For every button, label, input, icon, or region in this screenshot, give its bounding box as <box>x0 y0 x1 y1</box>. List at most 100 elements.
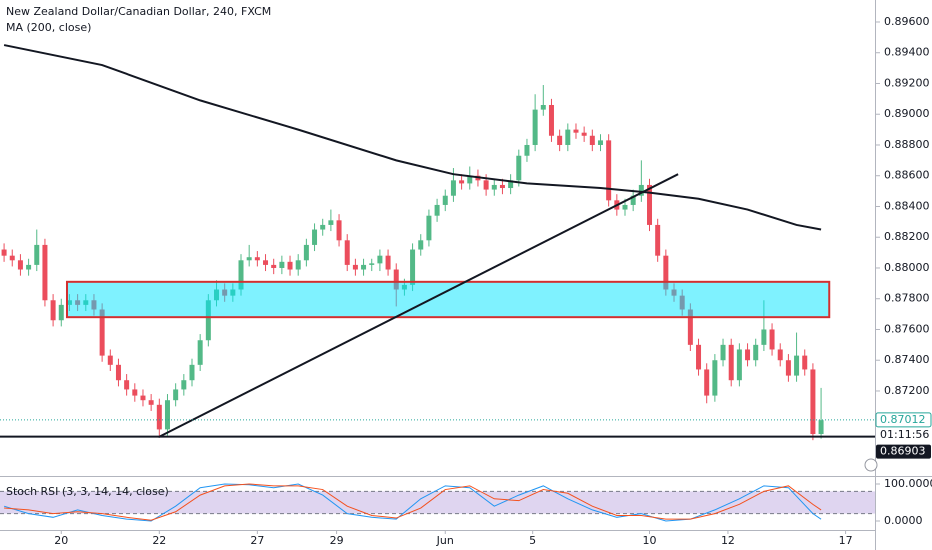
candle-body <box>320 224 326 230</box>
candle-body <box>557 135 563 145</box>
candle-body <box>164 400 170 430</box>
x-tick-label: 5 <box>529 534 536 547</box>
candle-body <box>361 264 367 270</box>
candle-body <box>238 260 244 290</box>
candle-body <box>197 340 203 365</box>
candle-body <box>312 229 318 245</box>
candle-body <box>483 180 489 190</box>
candle-body <box>279 261 285 268</box>
candle-body <box>328 220 334 225</box>
y-tick-label: 0.88200 <box>884 230 930 243</box>
candle-body <box>132 389 138 396</box>
countdown-label: 01:11:56 <box>880 428 929 441</box>
y-tick-label: 0.87200 <box>884 384 930 397</box>
candle-body <box>769 329 775 350</box>
candle-body <box>736 349 742 381</box>
candle-body <box>638 184 644 196</box>
candle-body <box>745 349 751 361</box>
candle-body <box>720 344 726 361</box>
x-tick-label: 22 <box>152 534 166 547</box>
candle-body <box>393 269 399 290</box>
candle-body <box>712 360 718 396</box>
candle-body <box>156 404 162 430</box>
candle-body <box>352 264 358 270</box>
candle-body <box>761 329 767 345</box>
last-price-box <box>875 412 932 428</box>
candle-body <box>785 360 791 376</box>
x-tick-label: 17 <box>839 534 853 547</box>
candle-body <box>589 135 595 145</box>
candle-body <box>246 257 252 261</box>
ma-line <box>3 44 822 231</box>
y-tick-label: 0.88000 <box>884 261 930 274</box>
candle-body <box>173 389 179 401</box>
y-tick-label: 0.88600 <box>884 169 930 182</box>
trend-line <box>158 173 679 438</box>
candle-body <box>499 184 505 189</box>
candle-body <box>818 420 824 435</box>
candle-body <box>704 369 710 396</box>
candle-body <box>442 195 448 205</box>
globe-icon[interactable] <box>864 458 878 472</box>
candle-body <box>426 215 432 241</box>
candle-body <box>459 180 465 184</box>
candle-body <box>728 344 734 381</box>
candle-body <box>148 400 154 405</box>
y-tick-label: 0.87800 <box>884 292 930 305</box>
candle-body <box>622 204 628 210</box>
y-tick-label: 0.88400 <box>884 199 930 212</box>
candle-body <box>524 144 530 156</box>
candle-body <box>565 129 571 145</box>
candle-body <box>181 380 187 390</box>
y-tick-label: 0.0000 <box>884 514 923 527</box>
candle-body <box>369 263 375 265</box>
x-tick-label: Jun <box>436 534 454 547</box>
candle-body <box>205 300 211 341</box>
candle-body <box>34 244 40 265</box>
candle-body <box>17 260 23 270</box>
candle-body <box>263 260 269 265</box>
candle-body <box>663 255 669 290</box>
candle-body <box>58 304 64 321</box>
candle-body <box>581 132 587 136</box>
candle-body <box>254 257 260 261</box>
candle-body <box>548 105 554 136</box>
candle-body <box>287 261 293 270</box>
candle-body <box>573 129 579 133</box>
stoch-legend: Stoch RSI (3, 3, 14, 14, close) <box>6 485 169 498</box>
candle-body <box>508 180 514 189</box>
candle-body <box>696 344 702 370</box>
candle-body <box>467 175 473 184</box>
support-zone <box>65 280 831 319</box>
candle-body <box>630 195 636 205</box>
candle-body <box>115 364 121 381</box>
last-price-label: 0.87012 <box>880 413 926 426</box>
hline-label: 0.86903 <box>880 445 926 458</box>
candle-body <box>344 240 350 265</box>
candle-body <box>532 109 538 145</box>
x-tick-label: 10 <box>643 534 657 547</box>
candle-body <box>107 355 113 365</box>
candle-body <box>418 240 424 250</box>
chart-title: New Zealand Dollar/Canadian Dollar, 240,… <box>6 5 271 18</box>
stoch-line <box>4 483 822 521</box>
hline-box <box>876 444 931 459</box>
candle-body <box>50 300 56 321</box>
candle-body <box>491 184 497 190</box>
y-tick-label: 0.87400 <box>884 353 930 366</box>
y-tick-label: 0.88800 <box>884 138 930 151</box>
y-tick-label: 100.0000 <box>884 477 932 490</box>
candle-body <box>124 380 130 390</box>
candle-body <box>655 224 661 256</box>
candle-body <box>410 249 416 285</box>
candle-body <box>687 309 693 345</box>
candle-body <box>450 180 456 196</box>
candle-body <box>99 309 105 356</box>
candle-body <box>647 184 653 225</box>
candle-body <box>189 364 195 381</box>
y-tick-label: 0.89200 <box>884 76 930 89</box>
stoch-line <box>3 483 822 522</box>
ma-legend: MA (200, close) <box>6 21 91 34</box>
